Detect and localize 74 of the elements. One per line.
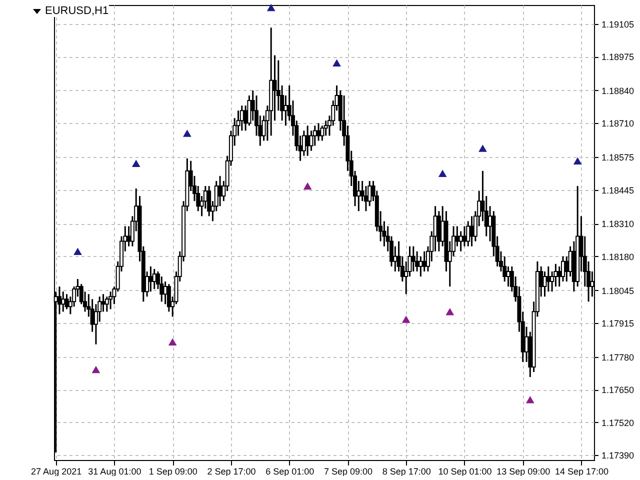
y-tick-label: 1.18575 [602,152,634,163]
candlestick [470,215,474,248]
candlestick [309,130,314,152]
x-tick-label: 2 Sep 17:00 [207,466,256,476]
candlestick [554,263,558,288]
candlestick [324,120,328,136]
y-tick-label: 1.18180 [602,252,634,262]
point [92,366,100,374]
point [303,182,312,190]
x-tick-label: 1 Sep 09:00 [148,466,198,476]
x-tick-label: 8 Sep 17:00 [382,466,431,476]
point [438,170,447,178]
point [168,338,177,346]
candlestick [422,250,426,272]
x-tick-label: 10 Sep 01:00 [438,466,492,476]
candlestick [166,283,171,312]
candlestick [104,296,109,312]
x-tick-label: 27 Aug 2021 [31,466,82,476]
point [573,157,582,164]
candlestick [272,54,277,122]
candlestick [316,122,321,142]
candlestick [312,124,317,147]
candlestick [411,246,416,272]
y-tick-label: 1.18710 [602,118,634,129]
x-tick-label: 6 Sep 01:00 [266,466,314,476]
chart-title: EURUSD,H1 [45,5,109,17]
candlestick [364,185,368,212]
candlestick [160,276,164,302]
candlestick [368,180,372,207]
y-tick-label: 1.17520 [602,418,634,428]
candlestick [302,130,306,157]
candlestick [466,220,470,248]
candlestick [546,266,550,292]
point [446,308,454,316]
y-tick-label: 1.18840 [602,86,634,96]
candlestick [101,293,106,312]
x-tick-label: 14 Sep 17:00 [554,466,609,476]
point [132,160,140,167]
candlestick [320,124,324,142]
x-tick-label: 7 Sep 09:00 [324,466,372,476]
candlestick [458,230,463,252]
y-tick-label: 1.18445 [602,185,634,196]
candlestick [502,256,507,282]
point [74,248,82,255]
y-tick-label: 1.17915 [602,318,634,328]
y-tick-label: 1.18310 [602,219,634,230]
candlestick [542,270,547,298]
candlestick [506,266,510,288]
y-tick-label: 1.17650 [602,385,634,396]
candlestick [284,94,288,126]
candlestick [462,225,466,248]
y-tick-label: 1.17780 [602,352,634,362]
candlestick [247,94,252,126]
candlestick [415,250,420,272]
point [402,316,410,323]
candlestick [207,185,212,217]
y-tick-label: 1.18975 [602,52,634,62]
y-tick-label: 1.19105 [602,19,634,30]
candlestick [560,256,565,282]
x-tick-label: 13 Sep 09:00 [496,466,550,476]
candlestick [418,256,423,278]
point [332,59,341,66]
candlestick [64,293,69,310]
point [478,144,487,152]
candlestick [108,290,113,310]
point [266,4,276,12]
y-tick-label: 1.17390 [602,450,634,460]
candlestick [61,290,66,312]
x-tick-label: 31 Aug 01:00 [88,466,142,476]
candlestick [306,124,310,157]
point [182,130,192,137]
y-tick-label: 1.18045 [602,286,634,296]
candlestick [148,266,153,292]
point [526,396,534,404]
